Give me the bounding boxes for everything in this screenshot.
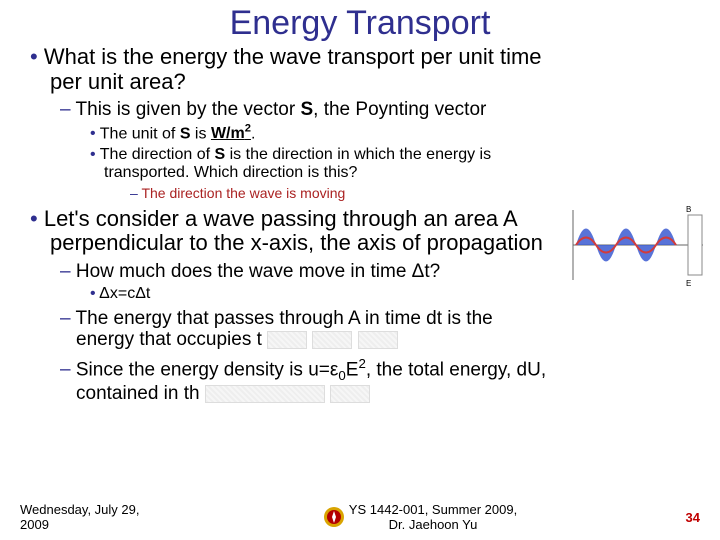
slide-footer: Wednesday, July 29, 2009 YS 1442-001, Su… bbox=[20, 502, 700, 532]
em-wave-figure: B E bbox=[568, 200, 708, 290]
bullet-l3-direction: The direction of S is the direction in w… bbox=[90, 146, 700, 164]
text: is the direction in which the energy is bbox=[225, 146, 491, 163]
text: energy that occupies t bbox=[76, 329, 262, 350]
vector-s: S bbox=[215, 146, 226, 163]
missing-image-icon bbox=[312, 331, 352, 349]
sub-0: 0 bbox=[338, 368, 345, 383]
page-number: 34 bbox=[660, 510, 700, 525]
text: E bbox=[346, 359, 359, 380]
bullet-l1-energy-question-cont: per unit area? bbox=[50, 70, 700, 95]
missing-image-icon bbox=[330, 385, 370, 403]
text: This is given by the vector bbox=[76, 99, 301, 120]
vector-s: S bbox=[180, 125, 191, 142]
text: , the total energy, dU, bbox=[366, 359, 546, 380]
bullet-l2-poynting: This is given by the vector S, the Poynt… bbox=[60, 100, 700, 121]
bullet-l1-energy-question: What is the energy the wave transport pe… bbox=[30, 45, 700, 70]
text: Since the energy density is u=ε bbox=[76, 359, 338, 380]
bullet-l4-answer: The direction the wave is moving bbox=[130, 185, 700, 201]
footer-course: YS 1442-001, Summer 2009, Dr. Jaehoon Yu bbox=[180, 502, 660, 532]
footer-date: Wednesday, July 29, 2009 bbox=[20, 502, 180, 532]
missing-image-icon bbox=[205, 385, 325, 403]
unit-wm2: W/m2 bbox=[211, 125, 251, 142]
bullet-l3-unit: The unit of S is W/m2. bbox=[90, 123, 700, 144]
slide-title: Energy Transport bbox=[20, 0, 700, 43]
bullet-l2-energy-density: Since the energy density is u=ε0E2, the … bbox=[60, 357, 700, 384]
bullet-l2-energy-passes-cont: energy that occupies t bbox=[76, 330, 700, 351]
text: The unit of bbox=[100, 125, 180, 142]
bullet-l2-energy-density-cont: contained in th bbox=[76, 384, 700, 405]
bullet-l3-direction-cont: transported. Which direction is this? bbox=[104, 164, 700, 182]
text: The direction of bbox=[100, 146, 215, 163]
vector-s: S bbox=[300, 99, 313, 120]
university-logo-icon bbox=[323, 506, 345, 528]
sup-2: 2 bbox=[358, 356, 365, 371]
svg-text:E: E bbox=[686, 279, 691, 288]
text: contained in th bbox=[76, 383, 200, 404]
missing-image-icon bbox=[358, 331, 398, 349]
text: is bbox=[190, 125, 210, 142]
missing-image-icon bbox=[267, 331, 307, 349]
svg-text:B: B bbox=[686, 205, 691, 214]
text: . bbox=[251, 125, 255, 142]
bullet-l2-energy-passes: The energy that passes through A in time… bbox=[60, 309, 700, 330]
text: , the Poynting vector bbox=[313, 99, 486, 120]
